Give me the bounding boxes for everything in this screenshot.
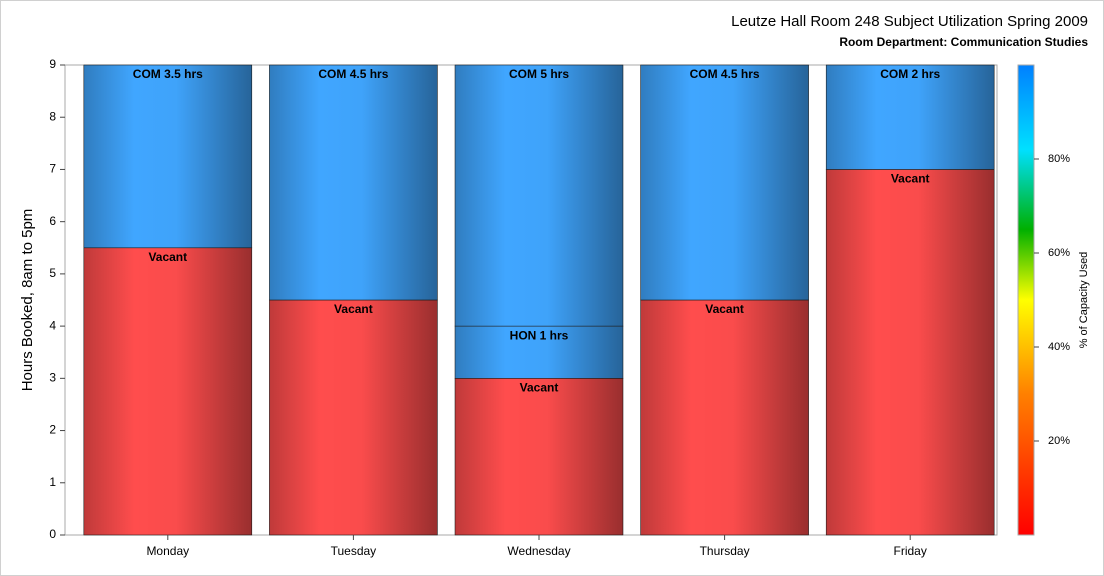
bar-shade — [826, 169, 995, 535]
bar-shade — [269, 300, 438, 535]
chart-title: Leutze Hall Room 248 Subject Utilization… — [731, 13, 1088, 30]
bar-shade — [455, 65, 623, 327]
value-label: Vacant — [148, 250, 187, 264]
y-tick-label: 4 — [49, 318, 56, 332]
value-label: COM 4.5 hrs — [690, 67, 760, 81]
color-bar-tick-label: 60% — [1048, 247, 1070, 259]
y-tick-label: 2 — [49, 423, 56, 437]
value-label: COM 2 hrs — [880, 67, 940, 81]
color-bar-label: % of Capacity Used — [1078, 252, 1090, 349]
bar-shade — [83, 65, 252, 248]
bar-shade — [83, 247, 252, 535]
bar-shade — [455, 326, 623, 379]
chart-subtitle: Room Department: Communication Studies — [839, 35, 1088, 49]
value-label: COM 3.5 hrs — [133, 67, 203, 81]
color-bar-tick-label: 20% — [1048, 435, 1070, 447]
value-label: Vacant — [334, 302, 373, 316]
color-bar-tick-label: 80% — [1048, 153, 1070, 165]
x-tick-label: Thursday — [700, 544, 750, 558]
x-tick-label: Wednesday — [507, 544, 570, 558]
y-tick-label: 7 — [49, 162, 56, 176]
x-tick-label: Tuesday — [331, 544, 377, 558]
y-tick-label: 5 — [49, 266, 56, 280]
x-tick-label: Friday — [894, 544, 927, 558]
value-label: Vacant — [705, 302, 744, 316]
x-tick-label: Monday — [146, 544, 189, 558]
y-tick-label: 3 — [49, 371, 56, 385]
value-label: COM 4.5 hrs — [318, 67, 388, 81]
color-bar — [1017, 64, 1035, 536]
y-tick-label: 8 — [49, 109, 56, 123]
value-label: Vacant — [891, 172, 930, 186]
color-bar-tick-label: 40% — [1048, 341, 1070, 353]
bar-shade — [640, 300, 809, 535]
bar-shade — [826, 65, 995, 170]
value-label: COM 5 hrs — [509, 67, 569, 81]
y-tick-label: 0 — [49, 527, 56, 541]
y-tick-label: 1 — [49, 475, 56, 489]
value-label: Vacant — [520, 381, 559, 395]
bar-shade — [269, 65, 438, 300]
value-label: HON 1 hrs — [510, 328, 569, 342]
y-axis-label: Hours Booked, 8am to 5pm — [19, 209, 36, 392]
bar-shade — [640, 65, 809, 300]
y-tick-label: 6 — [49, 214, 56, 228]
y-tick-label: 9 — [49, 57, 56, 71]
bar-shade — [455, 378, 623, 535]
